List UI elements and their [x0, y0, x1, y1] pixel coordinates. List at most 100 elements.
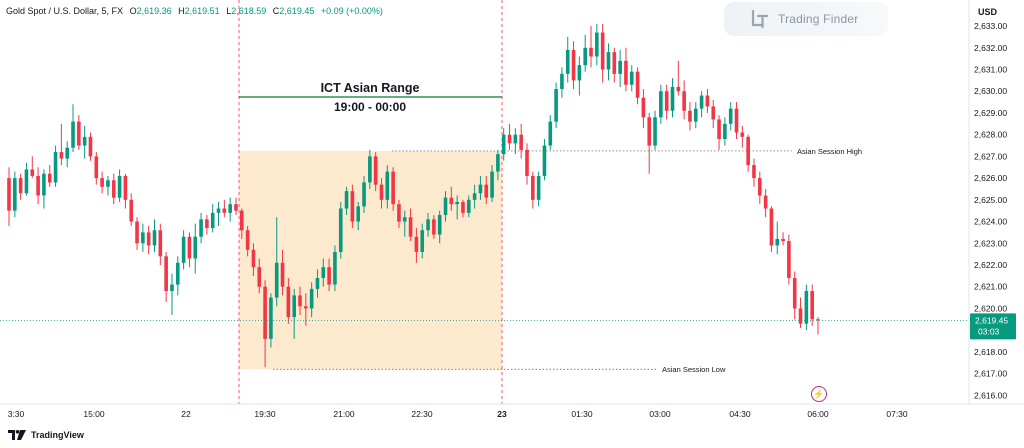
candle[interactable] [292, 288, 296, 339]
candle[interactable] [641, 89, 646, 129]
candle[interactable] [414, 228, 419, 263]
price-axis[interactable]: 2,616.002,617.002,618.002,619.002,620.00… [970, 0, 1024, 400]
candle[interactable] [222, 199, 227, 218]
candle[interactable] [472, 184, 477, 209]
candle[interactable] [810, 284, 814, 326]
candle[interactable] [181, 230, 186, 270]
candle[interactable] [600, 23, 605, 83]
candle[interactable] [525, 143, 529, 185]
candle[interactable] [385, 165, 390, 209]
candle[interactable] [286, 278, 291, 324]
candle[interactable] [71, 104, 75, 153]
candle[interactable] [740, 125, 745, 148]
time-axis[interactable]: 3:30 15:00 22 19:30 21:00 22:30 23 01:30 03:00 04… [0, 403, 1024, 419]
candle[interactable] [420, 223, 425, 259]
candle[interactable] [763, 188, 768, 218]
candle[interactable] [205, 215, 209, 235]
candle[interactable] [519, 123, 523, 159]
candle[interactable] [647, 112, 652, 174]
candle[interactable] [629, 65, 634, 92]
candle[interactable] [775, 221, 780, 255]
candle[interactable] [670, 78, 675, 118]
candle[interactable] [152, 219, 157, 252]
candle[interactable] [257, 258, 262, 294]
candle[interactable] [135, 217, 139, 250]
candle[interactable] [88, 132, 93, 161]
candle[interactable] [13, 171, 17, 218]
candle[interactable] [432, 215, 436, 239]
candle[interactable] [769, 206, 774, 252]
candle[interactable] [368, 149, 372, 189]
candle[interactable] [193, 223, 198, 274]
candle[interactable] [158, 223, 163, 265]
candle[interactable] [688, 102, 692, 131]
candle[interactable] [781, 232, 785, 246]
candle[interactable] [251, 243, 256, 276]
candle[interactable] [583, 34, 587, 72]
candle[interactable] [245, 225, 250, 257]
candle[interactable] [466, 195, 471, 218]
candle[interactable] [36, 167, 40, 205]
candle[interactable] [728, 102, 733, 131]
candle[interactable] [659, 84, 663, 124]
candle[interactable] [548, 115, 553, 150]
candle[interactable] [542, 139, 547, 181]
candle[interactable] [693, 102, 698, 129]
candle[interactable] [146, 225, 151, 255]
candle[interactable] [484, 175, 489, 205]
candle[interactable] [106, 175, 110, 196]
candle[interactable] [42, 169, 46, 209]
candle[interactable] [216, 202, 221, 226]
candle[interactable] [362, 175, 366, 213]
candle[interactable] [18, 173, 23, 200]
candle[interactable] [437, 210, 442, 244]
candle[interactable] [274, 217, 279, 307]
candle[interactable] [47, 165, 52, 187]
candle[interactable] [327, 258, 331, 292]
candle[interactable] [350, 184, 355, 229]
candle[interactable] [705, 89, 710, 113]
candle[interactable] [304, 293, 308, 326]
candle[interactable] [612, 47, 617, 83]
candle[interactable] [65, 141, 70, 168]
candle[interactable] [344, 186, 349, 216]
candle[interactable] [100, 171, 104, 194]
candle[interactable] [391, 167, 395, 211]
symbol-name[interactable]: Gold Spot / U.S. Dollar, 5, FX [6, 6, 124, 16]
candle[interactable] [240, 208, 244, 239]
candle[interactable] [565, 36, 570, 83]
candle[interactable] [653, 110, 657, 150]
candle[interactable] [210, 204, 215, 233]
candle[interactable] [752, 158, 756, 187]
candle[interactable] [309, 282, 314, 318]
tradingview-logo[interactable]: TradingView [8, 430, 84, 440]
candle[interactable] [53, 145, 58, 187]
candle[interactable] [397, 199, 401, 229]
candle[interactable] [490, 165, 494, 202]
candle[interactable] [373, 152, 378, 192]
candle[interactable] [589, 26, 593, 68]
candle[interactable] [496, 149, 500, 181]
candle[interactable] [816, 317, 820, 335]
candle[interactable] [507, 123, 512, 150]
candle[interactable] [170, 273, 174, 315]
candle[interactable] [356, 202, 361, 231]
candle[interactable] [455, 195, 459, 220]
candle[interactable] [501, 128, 506, 161]
candle[interactable] [635, 67, 640, 105]
candle[interactable] [554, 82, 558, 129]
candle[interactable] [606, 43, 611, 81]
candle[interactable] [426, 212, 430, 237]
candle[interactable] [24, 162, 29, 196]
candle[interactable] [298, 286, 302, 315]
candle[interactable] [531, 171, 535, 209]
candle[interactable] [187, 232, 192, 268]
candle[interactable] [443, 191, 448, 222]
candle[interactable] [164, 251, 168, 302]
candle[interactable] [315, 269, 320, 298]
candle[interactable] [7, 167, 11, 226]
candle[interactable] [757, 171, 762, 205]
candle[interactable] [624, 47, 628, 92]
candle[interactable] [321, 258, 326, 287]
